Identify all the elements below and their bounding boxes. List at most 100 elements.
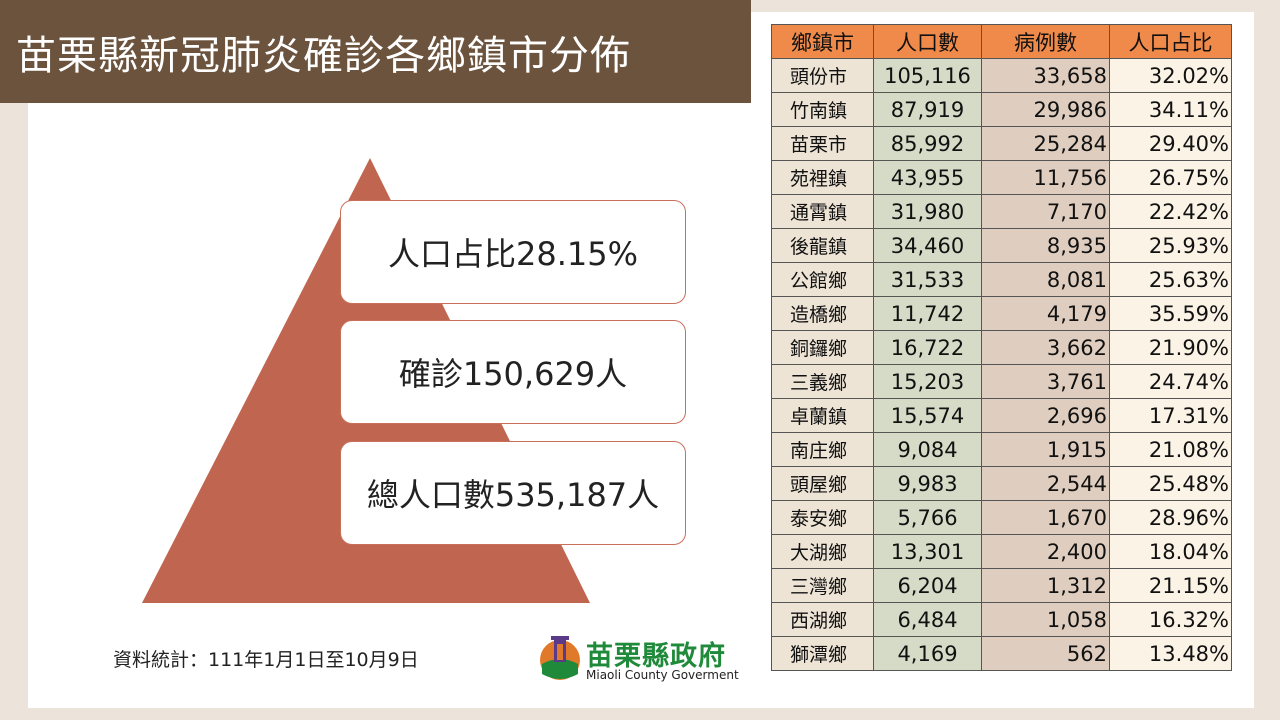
cell-town: 苗栗市 bbox=[771, 126, 874, 161]
table-row: 西湖鄉 6,484 1,058 16.32% bbox=[771, 602, 1232, 637]
cell-cases: 29,986 bbox=[981, 92, 1110, 127]
cell-cases: 562 bbox=[981, 636, 1110, 671]
cell-population: 6,484 bbox=[873, 602, 982, 637]
cell-town: 卓蘭鎮 bbox=[771, 398, 874, 433]
table-row: 苗栗市 85,992 25,284 29.40% bbox=[771, 126, 1232, 161]
cell-population: 9,983 bbox=[873, 466, 982, 501]
cell-population: 34,460 bbox=[873, 228, 982, 263]
cell-ratio: 24.74% bbox=[1109, 364, 1232, 399]
cell-ratio: 28.96% bbox=[1109, 500, 1232, 535]
table-row: 南庄鄉 9,084 1,915 21.08% bbox=[771, 432, 1232, 467]
cell-population: 6,204 bbox=[873, 568, 982, 603]
cell-ratio: 25.48% bbox=[1109, 466, 1232, 501]
cell-town: 南庄鄉 bbox=[771, 432, 874, 467]
cell-town: 公館鄉 bbox=[771, 262, 874, 297]
county-emblem-icon bbox=[540, 636, 580, 680]
cell-ratio: 13.48% bbox=[1109, 636, 1232, 671]
cell-cases: 8,081 bbox=[981, 262, 1110, 297]
cell-town: 泰安鄉 bbox=[771, 500, 874, 535]
cell-town: 頭份市 bbox=[771, 58, 874, 93]
cell-population: 9,084 bbox=[873, 432, 982, 467]
stat-box-cases: 確診150,629人 bbox=[340, 320, 686, 424]
cell-cases: 1,058 bbox=[981, 602, 1110, 637]
cell-population: 15,574 bbox=[873, 398, 982, 433]
table-row: 泰安鄉 5,766 1,670 28.96% bbox=[771, 500, 1232, 535]
table-row: 公館鄉 31,533 8,081 25.63% bbox=[771, 262, 1232, 297]
cell-cases: 11,756 bbox=[981, 160, 1110, 195]
table-row: 後龍鎮 34,460 8,935 25.93% bbox=[771, 228, 1232, 263]
table-row: 獅潭鄉 4,169 562 13.48% bbox=[771, 636, 1232, 671]
cell-population: 43,955 bbox=[873, 160, 982, 195]
town-stats-table: 鄉鎮市 人口數 病例數 人口占比 頭份市 105,116 33,658 32.02% 竹… bbox=[771, 24, 1232, 671]
cell-ratio: 25.63% bbox=[1109, 262, 1232, 297]
cell-ratio: 32.02% bbox=[1109, 58, 1232, 93]
table-row: 大湖鄉 13,301 2,400 18.04% bbox=[771, 534, 1232, 569]
header-ratio: 人口占比 bbox=[1109, 24, 1232, 59]
logo-name-en: Miaoli County Goverment bbox=[586, 668, 739, 682]
logo-name-cn: 苗栗縣政府 bbox=[586, 641, 726, 672]
page-title: 苗栗縣新冠肺炎確診各鄉鎮市分佈 bbox=[16, 32, 631, 79]
cell-population: 16,722 bbox=[873, 330, 982, 365]
stat-box-ratio: 人口占比28.15% bbox=[340, 200, 686, 304]
cell-cases: 2,696 bbox=[981, 398, 1110, 433]
cell-ratio: 35.59% bbox=[1109, 296, 1232, 331]
table-row: 苑裡鎮 43,955 11,756 26.75% bbox=[771, 160, 1232, 195]
cell-ratio: 21.08% bbox=[1109, 432, 1232, 467]
cell-cases: 7,170 bbox=[981, 194, 1110, 229]
stat-box-population: 總人口數535,187人 bbox=[340, 441, 686, 545]
cell-ratio: 22.42% bbox=[1109, 194, 1232, 229]
cell-ratio: 18.04% bbox=[1109, 534, 1232, 569]
cell-cases: 2,544 bbox=[981, 466, 1110, 501]
table-row: 通霄鎮 31,980 7,170 22.42% bbox=[771, 194, 1232, 229]
cell-population: 11,742 bbox=[873, 296, 982, 331]
table-row: 造橋鄉 11,742 4,179 35.59% bbox=[771, 296, 1232, 331]
cell-ratio: 26.75% bbox=[1109, 160, 1232, 195]
cell-cases: 4,179 bbox=[981, 296, 1110, 331]
cell-population: 4,169 bbox=[873, 636, 982, 671]
cell-town: 獅潭鄉 bbox=[771, 636, 874, 671]
cell-town: 竹南鎮 bbox=[771, 92, 874, 127]
cell-town: 後龍鎮 bbox=[771, 228, 874, 263]
cell-town: 頭屋鄉 bbox=[771, 466, 874, 501]
table-row: 頭份市 105,116 33,658 32.02% bbox=[771, 58, 1232, 93]
cell-town: 西湖鄉 bbox=[771, 602, 874, 637]
cell-cases: 33,658 bbox=[981, 58, 1110, 93]
table-row: 三灣鄉 6,204 1,312 21.15% bbox=[771, 568, 1232, 603]
cell-town: 苑裡鎮 bbox=[771, 160, 874, 195]
cell-cases: 2,400 bbox=[981, 534, 1110, 569]
cell-cases: 1,915 bbox=[981, 432, 1110, 467]
cell-ratio: 21.90% bbox=[1109, 330, 1232, 365]
cell-town: 造橋鄉 bbox=[771, 296, 874, 331]
table-row: 竹南鎮 87,919 29,986 34.11% bbox=[771, 92, 1232, 127]
title-bar: 苗栗縣新冠肺炎確診各鄉鎮市分佈 bbox=[0, 0, 751, 103]
cell-town: 三灣鄉 bbox=[771, 568, 874, 603]
cell-town: 大湖鄉 bbox=[771, 534, 874, 569]
cell-cases: 1,670 bbox=[981, 500, 1110, 535]
cell-ratio: 29.40% bbox=[1109, 126, 1232, 161]
cell-cases: 3,662 bbox=[981, 330, 1110, 365]
table-row: 卓蘭鎮 15,574 2,696 17.31% bbox=[771, 398, 1232, 433]
cell-population: 105,116 bbox=[873, 58, 982, 93]
cell-population: 85,992 bbox=[873, 126, 982, 161]
cell-town: 銅鑼鄉 bbox=[771, 330, 874, 365]
cell-cases: 1,312 bbox=[981, 568, 1110, 603]
cell-ratio: 16.32% bbox=[1109, 602, 1232, 637]
cell-cases: 25,284 bbox=[981, 126, 1110, 161]
cell-population: 15,203 bbox=[873, 364, 982, 399]
cell-cases: 8,935 bbox=[981, 228, 1110, 263]
cell-population: 31,980 bbox=[873, 194, 982, 229]
cell-ratio: 21.15% bbox=[1109, 568, 1232, 603]
table-row: 三義鄉 15,203 3,761 24.74% bbox=[771, 364, 1232, 399]
cell-population: 13,301 bbox=[873, 534, 982, 569]
cell-ratio: 25.93% bbox=[1109, 228, 1232, 263]
cell-population: 5,766 bbox=[873, 500, 982, 535]
header-population: 人口數 bbox=[873, 24, 982, 59]
county-logo: 苗栗縣政府 Miaoli County Goverment bbox=[538, 632, 758, 688]
table-row: 頭屋鄉 9,983 2,544 25.48% bbox=[771, 466, 1232, 501]
cell-town: 三義鄉 bbox=[771, 364, 874, 399]
header-town: 鄉鎮市 bbox=[771, 24, 874, 59]
cell-town: 通霄鎮 bbox=[771, 194, 874, 229]
cell-ratio: 17.31% bbox=[1109, 398, 1232, 433]
header-cases: 病例數 bbox=[981, 24, 1110, 59]
cell-ratio: 34.11% bbox=[1109, 92, 1232, 127]
